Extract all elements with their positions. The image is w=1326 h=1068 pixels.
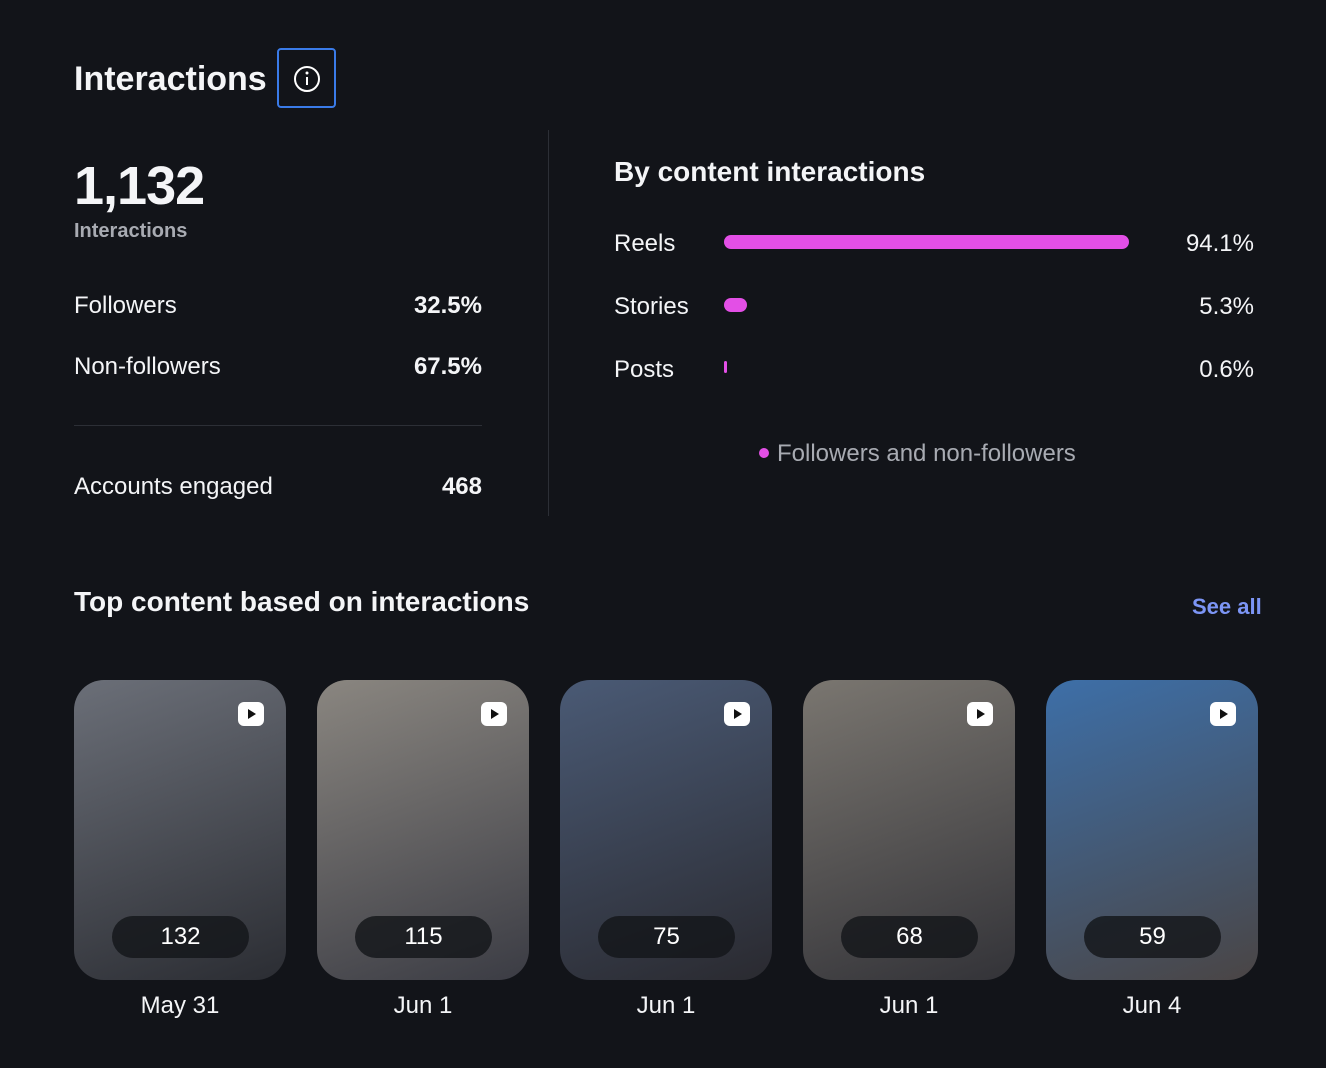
bar-label: Reels — [614, 230, 676, 257]
content-card[interactable]: 115 — [317, 680, 529, 980]
content-card[interactable]: 75 — [560, 680, 772, 980]
content-date: Jun 1 — [393, 992, 453, 1019]
section-title: By content interactions — [614, 156, 926, 187]
play-icon — [967, 702, 993, 726]
bar-value: 0.6% — [1199, 356, 1254, 383]
see-all-link[interactable]: See all — [1192, 594, 1262, 619]
bar — [724, 235, 1129, 249]
total-value: 1,132 — [74, 156, 205, 216]
metric-label: Followers — [74, 292, 177, 319]
interaction-count: 115 — [355, 916, 492, 958]
info-icon — [294, 66, 320, 92]
bar — [724, 298, 747, 312]
content-date: Jun 1 — [636, 992, 696, 1019]
content-date: Jun 1 — [879, 992, 939, 1019]
content-date: Jun 4 — [1122, 992, 1182, 1019]
interaction-count: 75 — [598, 916, 735, 958]
section-title: Top content based on interactions — [74, 586, 530, 617]
bar-value: 94.1% — [1185, 230, 1254, 257]
interaction-count: 68 — [841, 916, 978, 958]
interaction-count: 59 — [1084, 916, 1221, 958]
divider — [74, 425, 482, 426]
play-icon — [724, 702, 750, 726]
metric-value: 32.5% — [413, 292, 482, 319]
section-title: Interactions — [74, 60, 267, 98]
legend-label: Followers and non-followers — [777, 440, 1076, 467]
legend-dot — [759, 448, 769, 458]
metric-value: 67.5% — [413, 353, 482, 380]
total-label: Interactions — [74, 220, 188, 242]
divider — [548, 130, 549, 516]
metric-value: 468 — [441, 473, 482, 500]
content-date: May 31 — [140, 992, 220, 1019]
metric-label: Non-followers — [74, 353, 221, 380]
content-card[interactable]: 68 — [803, 680, 1015, 980]
info-button[interactable] — [277, 48, 336, 108]
bar-label: Stories — [614, 293, 689, 320]
content-card[interactable]: 59 — [1046, 680, 1258, 980]
content-card[interactable]: 132 — [74, 680, 286, 980]
play-icon — [1210, 702, 1236, 726]
play-icon — [238, 702, 264, 726]
bar-label: Posts — [614, 356, 675, 383]
play-icon — [481, 702, 507, 726]
bar — [724, 361, 727, 373]
interaction-count: 132 — [112, 916, 249, 958]
bar-value: 5.3% — [1199, 293, 1254, 320]
metric-label: Accounts engaged — [74, 473, 273, 500]
